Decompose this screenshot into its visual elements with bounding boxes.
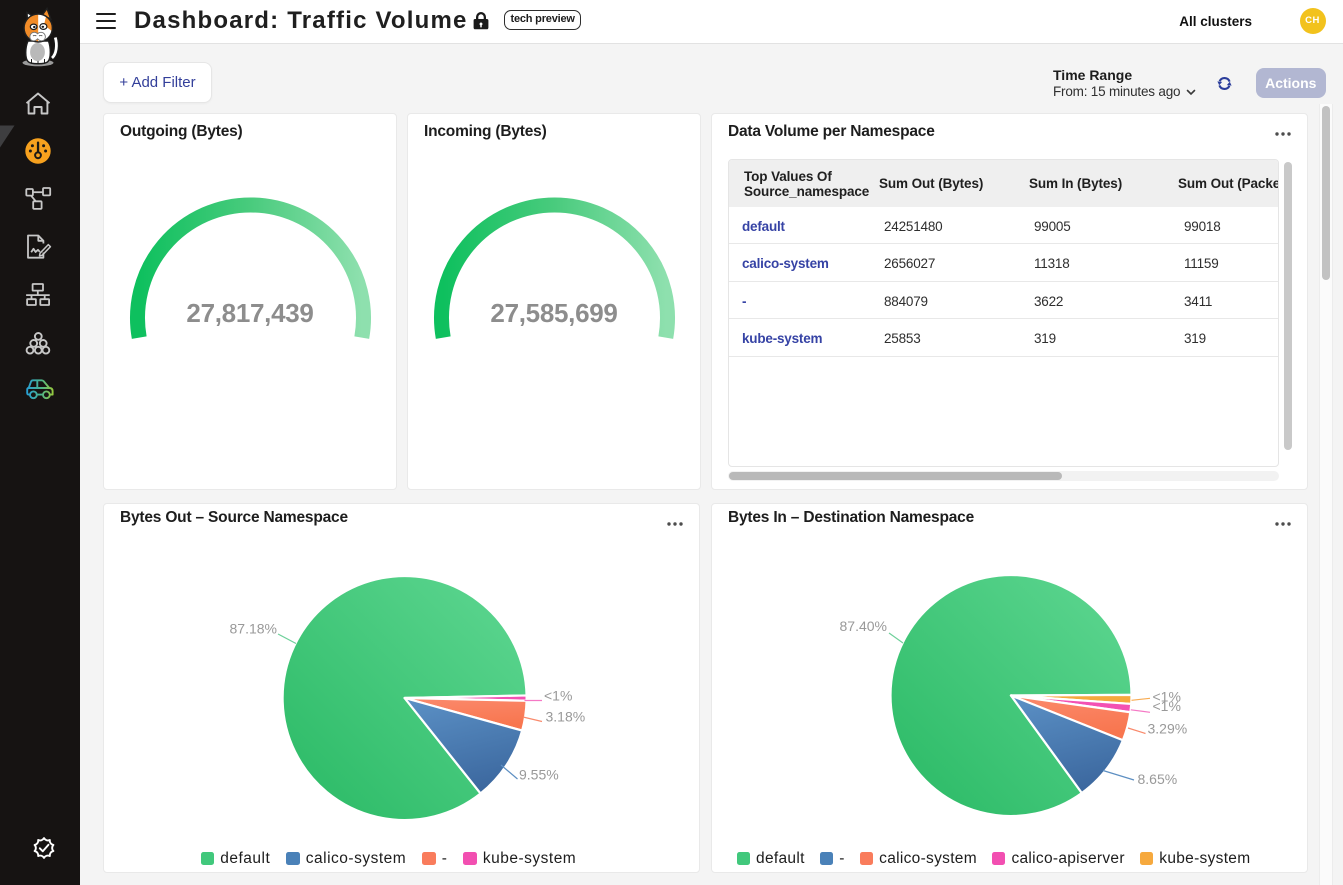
svg-text:<1%: <1% [1153, 689, 1181, 705]
svg-text:3.29%: 3.29% [1148, 721, 1188, 737]
svg-text:<1%: <1% [544, 688, 572, 704]
svg-text:3.18%: 3.18% [546, 709, 586, 725]
svg-text:8.65%: 8.65% [1138, 771, 1178, 787]
svg-text:87.18%: 87.18% [230, 621, 277, 637]
svg-text:87.40%: 87.40% [840, 618, 887, 634]
svg-text:<1%: <1% [1153, 698, 1181, 714]
svg-text:9.55%: 9.55% [519, 767, 559, 783]
